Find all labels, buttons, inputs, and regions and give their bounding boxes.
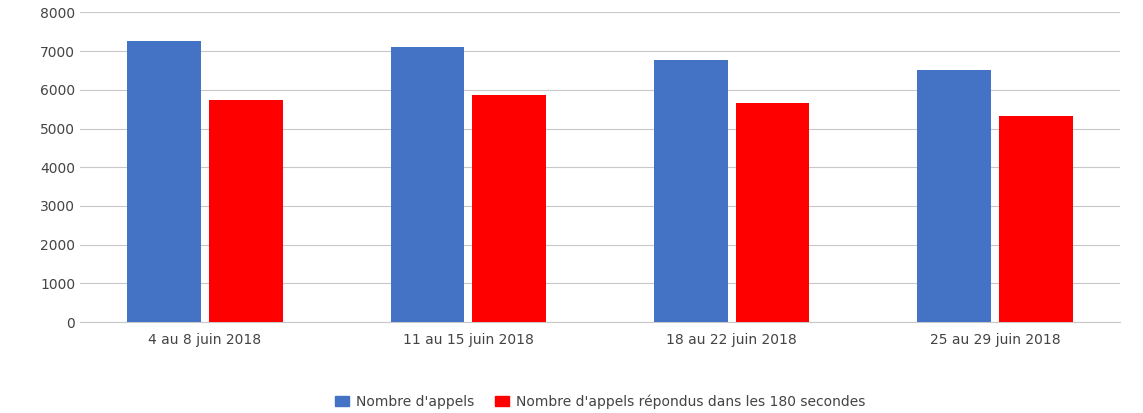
Bar bbox=[918, 71, 991, 322]
Bar bbox=[127, 41, 201, 322]
Legend: Nombre d'appels, Nombre d'appels répondus dans les 180 secondes: Nombre d'appels, Nombre d'appels répondu… bbox=[329, 389, 871, 413]
Bar bbox=[654, 59, 728, 322]
Bar bbox=[391, 47, 464, 322]
Bar bbox=[736, 103, 809, 322]
Bar bbox=[472, 95, 546, 322]
Bar bbox=[209, 100, 282, 322]
Bar bbox=[999, 116, 1073, 322]
